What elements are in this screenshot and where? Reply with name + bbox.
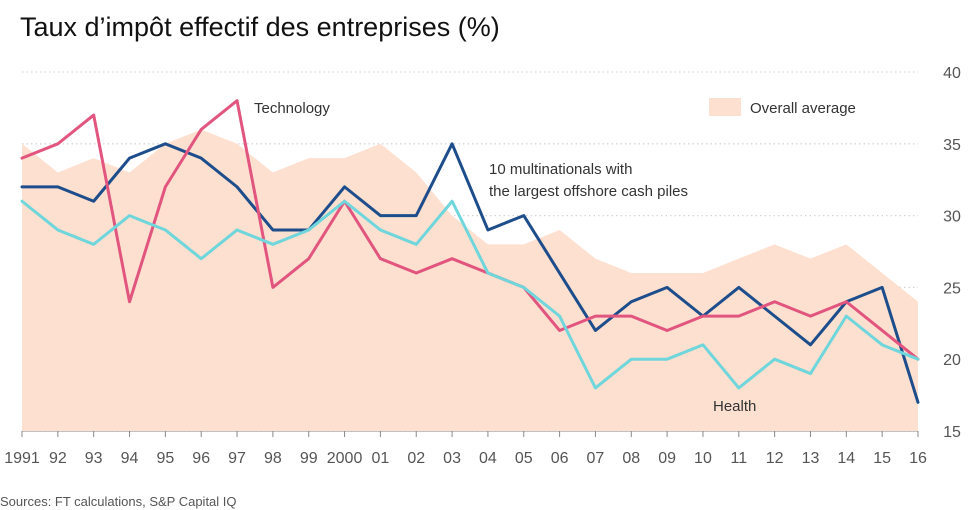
y-tick-label: 40 bbox=[943, 65, 961, 82]
x-tick-label: 08 bbox=[622, 450, 640, 467]
x-tick-label: 03 bbox=[443, 450, 461, 467]
series-line-2 bbox=[20, 199, 920, 390]
y-tick-label: 35 bbox=[943, 137, 961, 154]
legend-label-overall-average: Overall average bbox=[750, 100, 856, 117]
x-tick-label: 12 bbox=[766, 450, 784, 467]
x-tick-label: 07 bbox=[587, 450, 605, 467]
series-line-0 bbox=[20, 142, 920, 404]
x-tick-label: 1991 bbox=[4, 450, 40, 467]
x-tick-label: 06 bbox=[551, 450, 569, 467]
annotation-multinationals-line1: 10 multinationals with bbox=[489, 161, 632, 178]
x-tick-label: 15 bbox=[873, 450, 891, 467]
line-layer bbox=[20, 99, 920, 404]
x-tick-label: 95 bbox=[156, 450, 174, 467]
legend-swatch-overall-average bbox=[709, 98, 741, 116]
x-tick-label: 01 bbox=[372, 450, 390, 467]
x-tick-label: 14 bbox=[837, 450, 855, 467]
annotation-multinationals-line2: the largest offshore cash piles bbox=[489, 183, 688, 200]
chart-title: Taux d’impôt effectif des entreprises (%… bbox=[20, 12, 500, 42]
y-tick-label: 20 bbox=[943, 352, 961, 369]
x-tick-label: 92 bbox=[49, 450, 67, 467]
x-tick-label: 96 bbox=[192, 450, 210, 467]
y-tick-label: 25 bbox=[943, 280, 961, 297]
legend: Overall average bbox=[709, 98, 856, 117]
x-tick-label: 13 bbox=[802, 450, 820, 467]
source-note: Sources: FT calculations, S&P Capital IQ bbox=[0, 494, 237, 509]
x-tick-label: 2000 bbox=[327, 450, 363, 467]
series-line-1 bbox=[20, 99, 920, 361]
x-tick-label: 97 bbox=[228, 450, 246, 467]
label-layer: 15 20 25 30 35 40 1991 92 93 94 95 96 97 98 99 2000 01 02… bbox=[4, 65, 961, 467]
annotation-technology: Technology bbox=[254, 100, 330, 117]
x-tick-label: 04 bbox=[479, 450, 497, 467]
x-tick-label: 93 bbox=[85, 450, 103, 467]
x-tick-label: 94 bbox=[121, 450, 139, 467]
y-tick-label: 15 bbox=[943, 424, 961, 441]
area-overall-average bbox=[22, 129, 918, 431]
area-layer bbox=[22, 129, 918, 431]
x-tick-label: 99 bbox=[300, 450, 318, 467]
x-tick-label: 16 bbox=[909, 450, 927, 467]
x-tick-label: 02 bbox=[407, 450, 425, 467]
x-tick-label: 09 bbox=[658, 450, 676, 467]
x-tick-label: 11 bbox=[730, 450, 747, 467]
x-tick-label: 98 bbox=[264, 450, 282, 467]
x-tick-label: 05 bbox=[515, 450, 533, 467]
x-tick-label: 10 bbox=[694, 450, 712, 467]
annotation-health: Health bbox=[713, 398, 756, 415]
y-tick-label: 30 bbox=[943, 209, 961, 226]
